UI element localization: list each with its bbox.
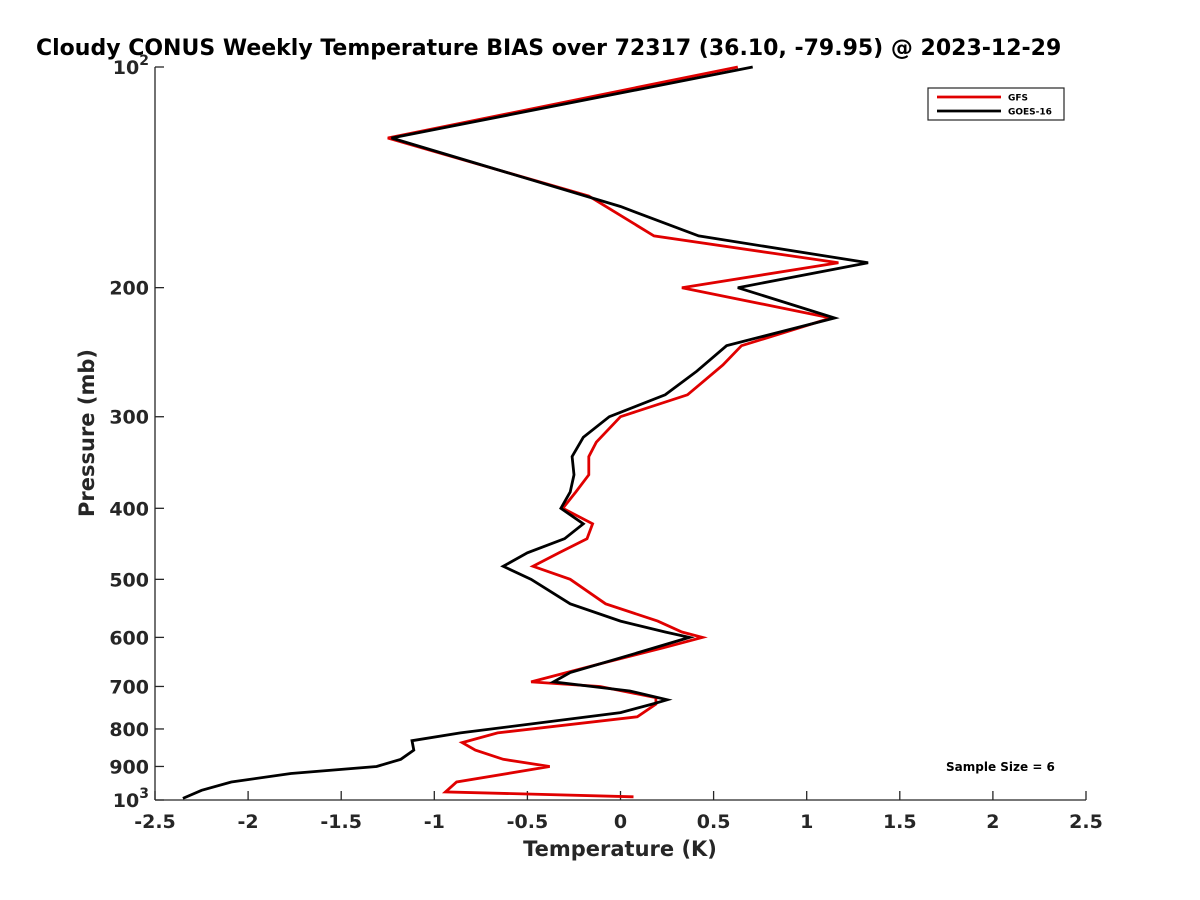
y-tick-label: 500 (109, 569, 149, 591)
x-tick-label: 2.5 (1069, 811, 1103, 833)
x-axis-label: Temperature (K) (523, 837, 717, 861)
y-tick-label: 600 (109, 627, 149, 649)
legend-box (927, 87, 1065, 121)
axes: -2.5 -2 -1.5 -1 -0.5 0 0.5 1 1.5 2 2.5 102 200 300 400… (109, 53, 1103, 833)
x-tick-label: 0.5 (697, 811, 731, 833)
legend-label-goes-16: GOES-16 (1008, 108, 1052, 118)
sample-size-annotation: Sample Size = 6 (946, 760, 1055, 774)
series-line-goes-16 (182, 65, 869, 800)
legend: GFS GOES-16 (927, 87, 1065, 121)
y-tick-label: 103 (113, 786, 149, 812)
x-tick-label: -2 (238, 811, 259, 833)
y-axis-label: Pressure (mb) (75, 349, 99, 517)
chart-title: Cloudy CONUS Weekly Temperature BIAS ove… (36, 36, 1061, 61)
series-line-gfs (387, 65, 839, 799)
y-tick-label: 300 (109, 407, 149, 429)
x-tick-label: -2.5 (134, 811, 176, 833)
x-tick-label: -1.5 (320, 811, 362, 833)
y-tick-label: 102 (113, 53, 149, 79)
x-tick-label: -0.5 (507, 811, 549, 833)
x-tick-label: 2 (986, 811, 999, 833)
y-tick-label: 900 (109, 756, 149, 778)
y-tick-label: 200 (109, 278, 149, 300)
x-tick-label: 1.5 (883, 811, 917, 833)
y-tick-label: 400 (109, 498, 149, 520)
x-tick-label: 1 (800, 811, 813, 833)
x-tick-label: 0 (614, 811, 627, 833)
y-tick-label: 800 (109, 719, 149, 741)
legend-label-gfs: GFS (1008, 94, 1028, 104)
series-layer (182, 65, 869, 800)
y-tick-label: 700 (109, 676, 149, 698)
x-tick-label: -1 (424, 811, 445, 833)
